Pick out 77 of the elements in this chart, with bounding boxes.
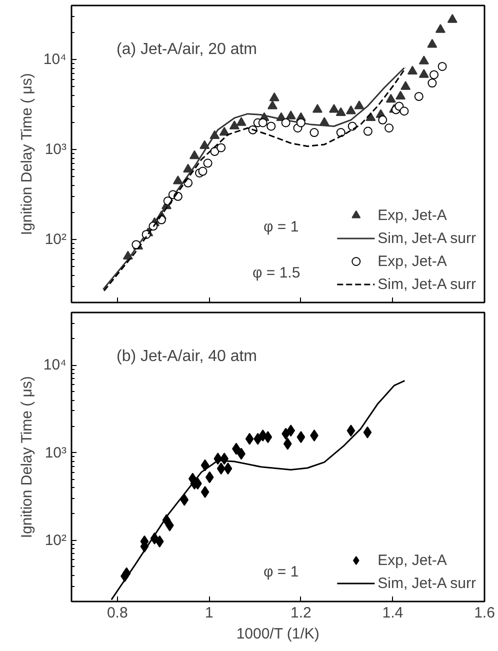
point	[236, 117, 246, 126]
point	[354, 100, 364, 110]
x-tick-label: 1.4	[382, 604, 404, 622]
y-tick-label: 10³	[44, 444, 67, 462]
point	[346, 105, 356, 114]
point	[180, 494, 189, 506]
legend-label: Exp, Jet-A	[378, 550, 447, 570]
annotation: φ = 1.5	[252, 264, 300, 282]
point	[286, 110, 296, 120]
point	[428, 78, 437, 88]
point	[378, 115, 388, 124]
point	[296, 118, 306, 128]
point	[363, 426, 372, 438]
point	[219, 126, 230, 136]
point	[414, 92, 424, 101]
point	[172, 175, 183, 184]
point	[310, 128, 319, 138]
point	[435, 24, 446, 33]
point	[407, 66, 418, 75]
point	[418, 69, 429, 78]
point	[216, 462, 226, 475]
y-tick-label: 10²	[44, 231, 67, 248]
point	[155, 535, 164, 548]
legend-label: Sim, Jet-A surr	[378, 274, 476, 294]
point	[216, 143, 226, 152]
point	[200, 486, 210, 498]
text: (b) Jet-A/air, 40 atm	[116, 348, 257, 365]
y-axis-title: Ignition Delay Time ( μs)	[18, 376, 36, 538]
x-tick-label: 1.2	[290, 604, 312, 622]
point	[224, 462, 232, 475]
point	[427, 38, 438, 48]
y-axis-title: Ignition Delay Time ( μs)	[18, 73, 36, 236]
annotation: φ = 1	[264, 564, 299, 580]
point	[269, 92, 280, 102]
point	[205, 471, 214, 484]
text: (a) Jet-A/air, 20 atm	[116, 41, 257, 58]
point	[264, 431, 272, 444]
y-tick-label: 10²	[44, 532, 67, 549]
point	[203, 158, 212, 168]
x-tick-label: 1.6	[474, 604, 495, 622]
point	[396, 90, 406, 100]
point	[328, 104, 339, 113]
point	[266, 122, 276, 131]
point	[198, 166, 208, 176]
point	[386, 94, 396, 103]
point	[384, 124, 394, 132]
point	[229, 120, 240, 130]
point	[400, 106, 409, 116]
y-tick-label: 10⁴	[43, 356, 67, 374]
point	[363, 126, 372, 136]
point	[267, 100, 278, 110]
point	[245, 432, 254, 445]
point	[286, 424, 296, 437]
x-tick-label: 0.8	[106, 604, 128, 622]
point	[336, 128, 346, 138]
x-axis-title: 1000/T (1/K)	[236, 626, 320, 642]
point	[312, 104, 322, 113]
annotation: φ = 1	[264, 218, 299, 236]
legend-label: Sim, Jet-A surr	[378, 228, 476, 248]
point	[336, 107, 346, 116]
point	[418, 56, 429, 64]
point	[189, 150, 200, 160]
point	[400, 81, 411, 90]
point	[281, 118, 290, 128]
legend-label: Exp, Jet-A	[378, 252, 447, 271]
legend-label: Sim, Jet-A surr	[378, 574, 476, 593]
x-tick-label: 1	[204, 604, 214, 622]
point	[447, 14, 458, 23]
point	[438, 62, 447, 71]
legend-label: Exp, Jet-A	[378, 206, 447, 225]
point	[258, 118, 268, 128]
point	[430, 70, 439, 80]
point	[283, 438, 292, 450]
point	[346, 424, 356, 437]
y-tick-label: 10⁴	[43, 51, 67, 68]
point	[296, 431, 306, 444]
y-tick-label: 10³	[44, 141, 67, 158]
